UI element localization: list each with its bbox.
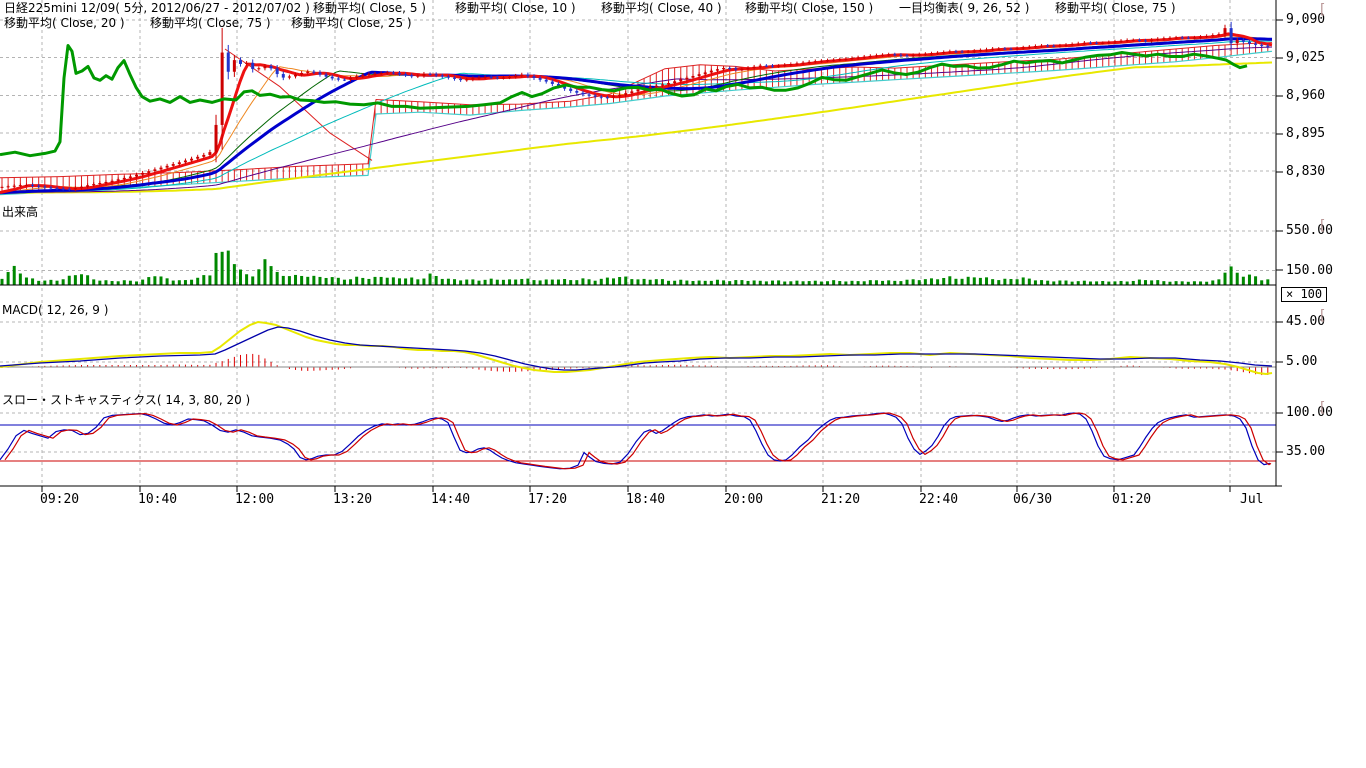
legend-ma-10: 移動平均( Close, 10 ) [455, 1, 576, 15]
legend-ichimoku: 一目均衡表( 9, 26, 52 ) [899, 1, 1030, 15]
legend-ma-40: 移動平均( Close, 40 ) [601, 1, 722, 15]
time-label: 22:40 [919, 492, 959, 507]
stochastics-layer [0, 412, 1276, 470]
time-label: Jul [1240, 492, 1264, 507]
volume-bars [0, 250, 1270, 285]
volume-tick-550: 550.00 [1286, 223, 1333, 238]
pane-handle-icon: [ [1318, 308, 1327, 324]
price-tick-9025: 9,025 [1286, 50, 1326, 65]
time-label: 14:40 [431, 492, 471, 507]
pane-handle-icon: [ [1318, 218, 1327, 234]
legend-ma-75-2: 移動平均( Close, 75 ) [150, 16, 271, 30]
time-label: 17:20 [528, 492, 568, 507]
volume-pane-label: 出来高 [2, 205, 39, 219]
stoch-tick-100: 100.00 [1286, 405, 1333, 420]
time-label: 18:40 [626, 492, 666, 507]
macd-tick-5: 5.00 [1286, 354, 1318, 369]
legend-ma-75: 移動平均( Close, 75 ) [1055, 1, 1176, 15]
macd-tick-45: 45.00 [1286, 314, 1326, 329]
ichimoku-cloud [0, 42, 1273, 196]
stoch-tick-35: 35.00 [1286, 444, 1326, 459]
price-tick-9090: 9,090 [1286, 12, 1326, 27]
macd-layer [0, 321, 1276, 376]
time-label: 20:00 [724, 492, 764, 507]
time-label: 10:40 [138, 492, 178, 507]
legend-symbol-title: 日経225mini 12/09( 5分, 2012/06/27 - 2012/0… [4, 1, 310, 15]
price-tick-8960: 8,960 [1286, 88, 1326, 103]
time-label: 21:20 [821, 492, 861, 507]
legend-ma-20: 移動平均( Close, 20 ) [4, 16, 125, 30]
time-label: 13:20 [333, 492, 373, 507]
legend-ma-150: 移動平均( Close, 150 ) [745, 1, 874, 15]
time-label: 01:20 [1112, 492, 1152, 507]
chart-canvas[interactable] [0, 0, 1366, 515]
axes-frame [0, 0, 1283, 492]
stoch-pane-label: スロー・ストキャスティクス( 14, 3, 80, 20 ) [2, 393, 251, 407]
time-label: 12:00 [235, 492, 275, 507]
pane-handle-icon: [ [1318, 2, 1327, 18]
time-label: 06/30 [1013, 492, 1053, 507]
price-tick-8895: 8,895 [1286, 126, 1326, 141]
time-label: 09:20 [40, 492, 80, 507]
chikou-span-line [0, 44, 1248, 158]
pane-handle-icon: [ [1318, 400, 1327, 416]
volume-tick-150: 150.00 [1286, 263, 1333, 278]
candles-layer [0, 21, 1270, 192]
volume-multiplier-badge: × 100 [1281, 287, 1328, 302]
legend-ma-25: 移動平均( Close, 25 ) [291, 16, 412, 30]
macd-pane-label: MACD( 12, 26, 9 ) [2, 303, 109, 317]
legend-ma-5: 移動平均( Close, 5 ) [313, 1, 426, 15]
price-tick-8830: 8,830 [1286, 164, 1326, 179]
